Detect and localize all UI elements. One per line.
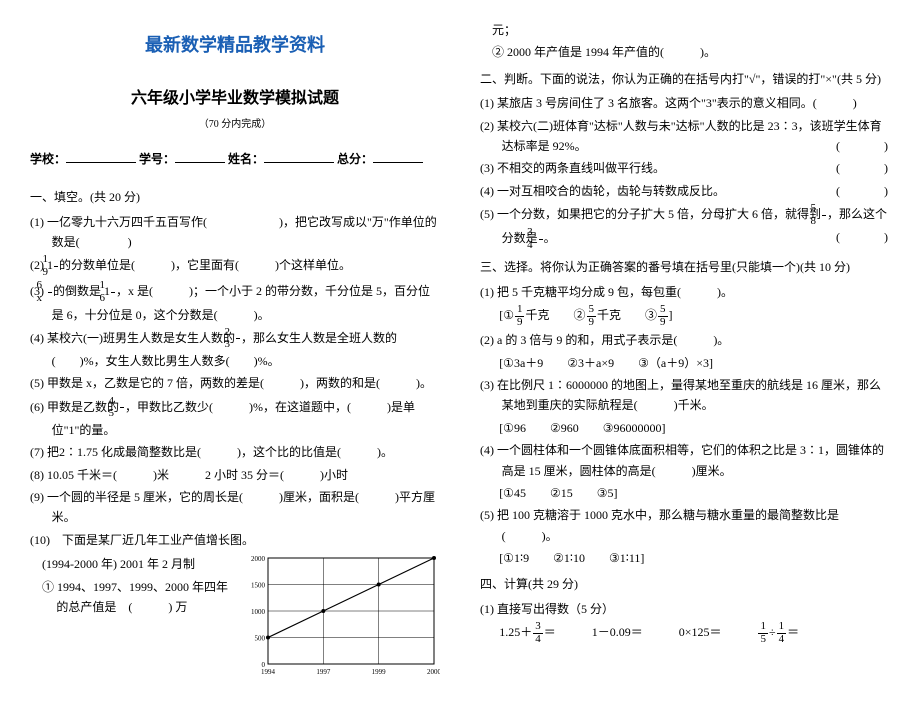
- fill-q10b: ① 1994、1997、1999、2000 年四年的总产值是 ( ) 万: [30, 577, 230, 618]
- choice-q4: (4) 一个圆柱体和一个圆锥体底面积相等，它们的体积之比是 3∶1，圆锥体的高是…: [480, 440, 890, 481]
- fill-q3: (3) 6x的倒数是 116，x 是( )；一个小于 2 的带分数，千分位是 5…: [30, 280, 440, 324]
- frac-c1-1: 19: [515, 304, 525, 328]
- label-school: 学校：: [30, 152, 66, 166]
- info-line: 学校： 学号： 姓名： 总分：: [30, 149, 440, 169]
- fill-q10c: 元；: [480, 20, 890, 40]
- q1o1: ①: [503, 308, 514, 322]
- frac-3-4: 34: [539, 227, 543, 251]
- q6-a: (6) 甲数是乙数的: [30, 400, 119, 414]
- label-id: 学号：: [139, 152, 175, 166]
- svg-text:1994: 1994: [261, 668, 276, 676]
- frac-calc-15: 15: [758, 621, 768, 645]
- q1o2b: 千克: [597, 308, 621, 322]
- choice-q1: (1) 把 5 千克糖平均分成 9 包，每包重( )。: [480, 282, 890, 302]
- choice-q2-opts: [①3a＋9 ②3＋a×9 ③（a＋9）×3]: [480, 353, 890, 373]
- section-calc: 四、计算(共 29 分): [480, 574, 890, 594]
- fill-q10d: ② 2000 年产值是 1994 年产值的( )。: [480, 42, 890, 62]
- choice-q2: (2) a 的 3 倍与 9 的和，用式子表示是( )。: [480, 330, 890, 350]
- frac-6-x: 6x: [48, 280, 52, 304]
- page-header: 最新数学精品教学资料: [30, 30, 440, 61]
- judge-q2: (2) 某校六(二)班体育"达标"人数与未"达标"人数的比是 23∶3，该班学生…: [480, 116, 890, 157]
- judge-q3-text: (3) 不相交的两条直线叫做平行线。: [480, 161, 665, 175]
- fill-q4: (4) 某校六(一)班男生人数是女生人数的23，那么女生人数是全班人数的( )%…: [30, 327, 440, 371]
- judge-q2-text: (2) 某校六(二)班体育"达标"人数与未"达标"人数的比是 23∶3，该班学生…: [480, 119, 882, 153]
- judge-q3: (3) 不相交的两条直线叫做平行线。 ( ): [480, 158, 890, 178]
- blank-total[interactable]: [373, 150, 423, 163]
- section-judge: 二、判断。下面的说法，你认为正确的在括号内打"√"，错误的打"×"(共 5 分): [480, 69, 890, 89]
- fill-q5: (5) 甲数是 x，乙数是它的 7 倍，两数的差是( )，两数的和是( )。: [30, 373, 440, 393]
- judge-q4: (4) 一对互相咬合的齿轮，齿轮与转数成反比。 ( ): [480, 181, 890, 201]
- judge-q4-text: (4) 一对互相咬合的齿轮，齿轮与转数成反比。: [480, 184, 725, 198]
- fill-q1: (1) 一亿零九十六万四千五百写作( )，把它改写成以"万"作单位的数是( ): [30, 212, 440, 253]
- frac-c1-2: 59: [587, 304, 597, 328]
- choice-q3: (3) 在比例尺 1∶6000000 的地图上，量得某地至重庆的航线是 16 厘…: [480, 375, 890, 416]
- q2-b: 的分数单位是( )，它里面有( )个这样单位。: [59, 258, 351, 272]
- svg-text:2000: 2000: [251, 555, 266, 563]
- calc-sub1: (1) 直接写出得数（5 分）: [480, 599, 890, 619]
- frac-1-6: 16: [111, 280, 115, 304]
- section-choice: 三、选择。将你认为正确答案的番号填在括号里(只能填一个)(共 10 分): [480, 257, 890, 277]
- calc-row: 1.25＋34＝ 1－0.09＝ 0×125＝ 15÷14＝: [480, 621, 890, 645]
- q4-a: (4) 某校六(一)班男生人数是女生人数的: [30, 331, 235, 345]
- q1o2: ②: [573, 308, 585, 322]
- choice-q3-opts: [①96 ②960 ③96000000]: [480, 418, 890, 438]
- blank-id[interactable]: [175, 150, 225, 163]
- choice-q1-opts: [①19千克 ②59千克 ③59]: [480, 304, 890, 328]
- judge-q5-paren: ( ): [858, 227, 890, 247]
- fill-q8: (8) 10.05 千米＝( )米 2 小时 35 分＝( )小时: [30, 465, 440, 485]
- judge-q4-paren: ( ): [858, 181, 890, 201]
- judge-q1: (1) 某旅店 3 号房间住了 3 名旅客。这两个"3"表示的意义相同。( ): [480, 93, 890, 113]
- q1o1b: 千克: [525, 308, 549, 322]
- exam-subtitle: （70 分内完成）: [30, 116, 440, 133]
- judge-q5-a: (5) 一个分数，如果把它的分子扩大 5 倍，分母扩大 6 倍，就得到: [480, 207, 821, 221]
- q1o3: ③: [645, 308, 657, 322]
- choice-q4-opts: [①45 ②15 ③5]: [480, 483, 890, 503]
- judge-q2-paren: ( ): [858, 136, 890, 156]
- svg-text:1000: 1000: [251, 608, 266, 616]
- fill-q7: (7) 把2∶1.75 化成最简整数比是( )，这个比的比值是( )。: [30, 442, 440, 462]
- judge-q3-paren: ( ): [858, 158, 890, 178]
- svg-text:500: 500: [255, 635, 266, 643]
- choice-q5: (5) 把 100 克糖溶于 1000 克水中，那么糖与糖水重量的最简整数比是(…: [480, 505, 890, 546]
- fill-q2: (2) 119的分数单位是( )，它里面有( )个这样单位。: [30, 254, 440, 278]
- fill-q10a: (1994-2000 年) 2001 年 2 月制: [30, 554, 230, 574]
- calc-b: ＝ 1－0.09＝ 0×125＝: [544, 625, 758, 639]
- calc-c: ÷: [769, 625, 776, 639]
- frac-calc-14: 14: [777, 621, 787, 645]
- frac-2-3: 23: [236, 327, 240, 351]
- choice-q5-opts: [①1∶9 ②1∶10 ③1∶11]: [480, 548, 890, 568]
- calc-d: ＝: [787, 625, 799, 639]
- blank-name[interactable]: [264, 150, 334, 163]
- blank-school[interactable]: [66, 150, 136, 163]
- calc-a: 1.25＋: [499, 625, 532, 639]
- section-fill: 一、填空。(共 20 分): [30, 187, 440, 207]
- frac-1-9: 19: [54, 254, 58, 278]
- svg-text:1997: 1997: [316, 668, 331, 676]
- label-name: 姓名：: [228, 152, 264, 166]
- growth-chart: 05001000150020001994199719992000: [240, 552, 440, 682]
- svg-text:2000: 2000: [427, 668, 440, 676]
- judge-q5: (5) 一个分数，如果把它的分子扩大 5 倍，分母扩大 6 倍，就得到58，那么…: [480, 203, 890, 251]
- fill-q10: (10) 下面是某厂近几年工业产值增长图。: [30, 530, 440, 550]
- exam-title: 六年级小学毕业数学模拟试题: [30, 85, 440, 112]
- label-total: 总分：: [337, 152, 373, 166]
- frac-4-5: 45: [120, 396, 124, 420]
- fill-q6: (6) 甲数是乙数的45，甲数比乙数少( )%，在这道题中，( )是单位"1"的…: [30, 396, 440, 440]
- svg-text:1500: 1500: [251, 582, 266, 590]
- frac-calc-34: 34: [533, 621, 543, 645]
- frac-5-8: 58: [822, 203, 826, 227]
- judge-q5-c: 。: [544, 231, 556, 245]
- frac-c1-3: 59: [658, 304, 668, 328]
- fill-q9: (9) 一个圆的半径是 5 厘米，它的周长是( )厘米，面积是( )平方厘米。: [30, 487, 440, 528]
- svg-text:1999: 1999: [372, 668, 387, 676]
